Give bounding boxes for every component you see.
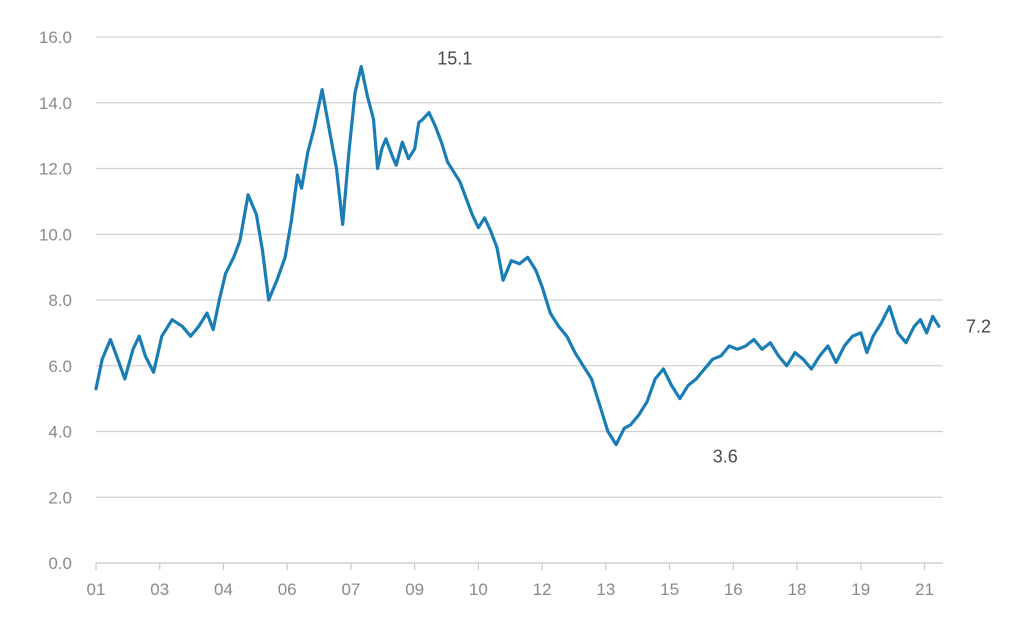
y-tick-label: 0.0 [48,554,72,573]
x-tick-label: 16 [724,580,743,599]
y-tick-label: 4.0 [48,423,72,442]
x-tick-label: 09 [405,580,424,599]
x-tick-label: 07 [341,580,360,599]
x-tick-label: 10 [469,580,488,599]
annotations: 15.1 3.6 7.2 [437,49,991,467]
x-tick-label: 06 [278,580,297,599]
data-label: 7.2 [966,316,991,336]
series-line [94,64,941,447]
x-tick-label: 21 [915,580,934,599]
x-tick-label: 01 [87,580,106,599]
x-tick-label: 03 [150,580,169,599]
x-tick-label: 15 [660,580,679,599]
y-tick-label: 10.0 [39,225,72,244]
data-label: 3.6 [713,447,738,467]
x-tick-label: 04 [214,580,233,599]
x-tick-label: 19 [851,580,870,599]
y-tick-label: 8.0 [48,291,72,310]
data-label: 15.1 [437,49,472,69]
y-tick-label: 14.0 [39,94,72,113]
gridlines [96,36,943,498]
series-group [94,64,941,447]
y-tick-label: 16.0 [39,28,72,47]
y-tick-label: 12.0 [39,160,72,179]
y-axis-ticks: 0.0 2.0 4.0 6.0 8.0 10.0 12.0 14.0 16.0 [39,28,72,573]
x-tick-label: 13 [596,580,615,599]
x-tick-label: 18 [788,580,807,599]
y-tick-label: 2.0 [48,488,72,507]
x-axis-ticks: 01 03 04 06 07 09 10 12 13 15 16 18 19 21 [87,563,934,599]
y-tick-label: 6.0 [48,357,72,376]
x-tick-label: 12 [533,580,552,599]
